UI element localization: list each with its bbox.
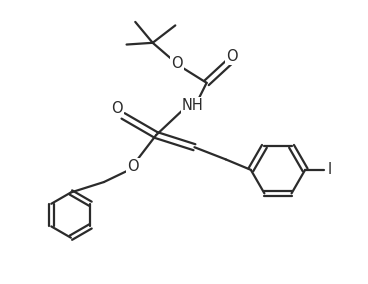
Text: I: I bbox=[328, 162, 332, 177]
Text: O: O bbox=[171, 56, 183, 71]
Text: O: O bbox=[111, 101, 123, 116]
Text: O: O bbox=[127, 159, 139, 174]
Text: O: O bbox=[226, 49, 237, 64]
Text: NH: NH bbox=[182, 98, 204, 113]
